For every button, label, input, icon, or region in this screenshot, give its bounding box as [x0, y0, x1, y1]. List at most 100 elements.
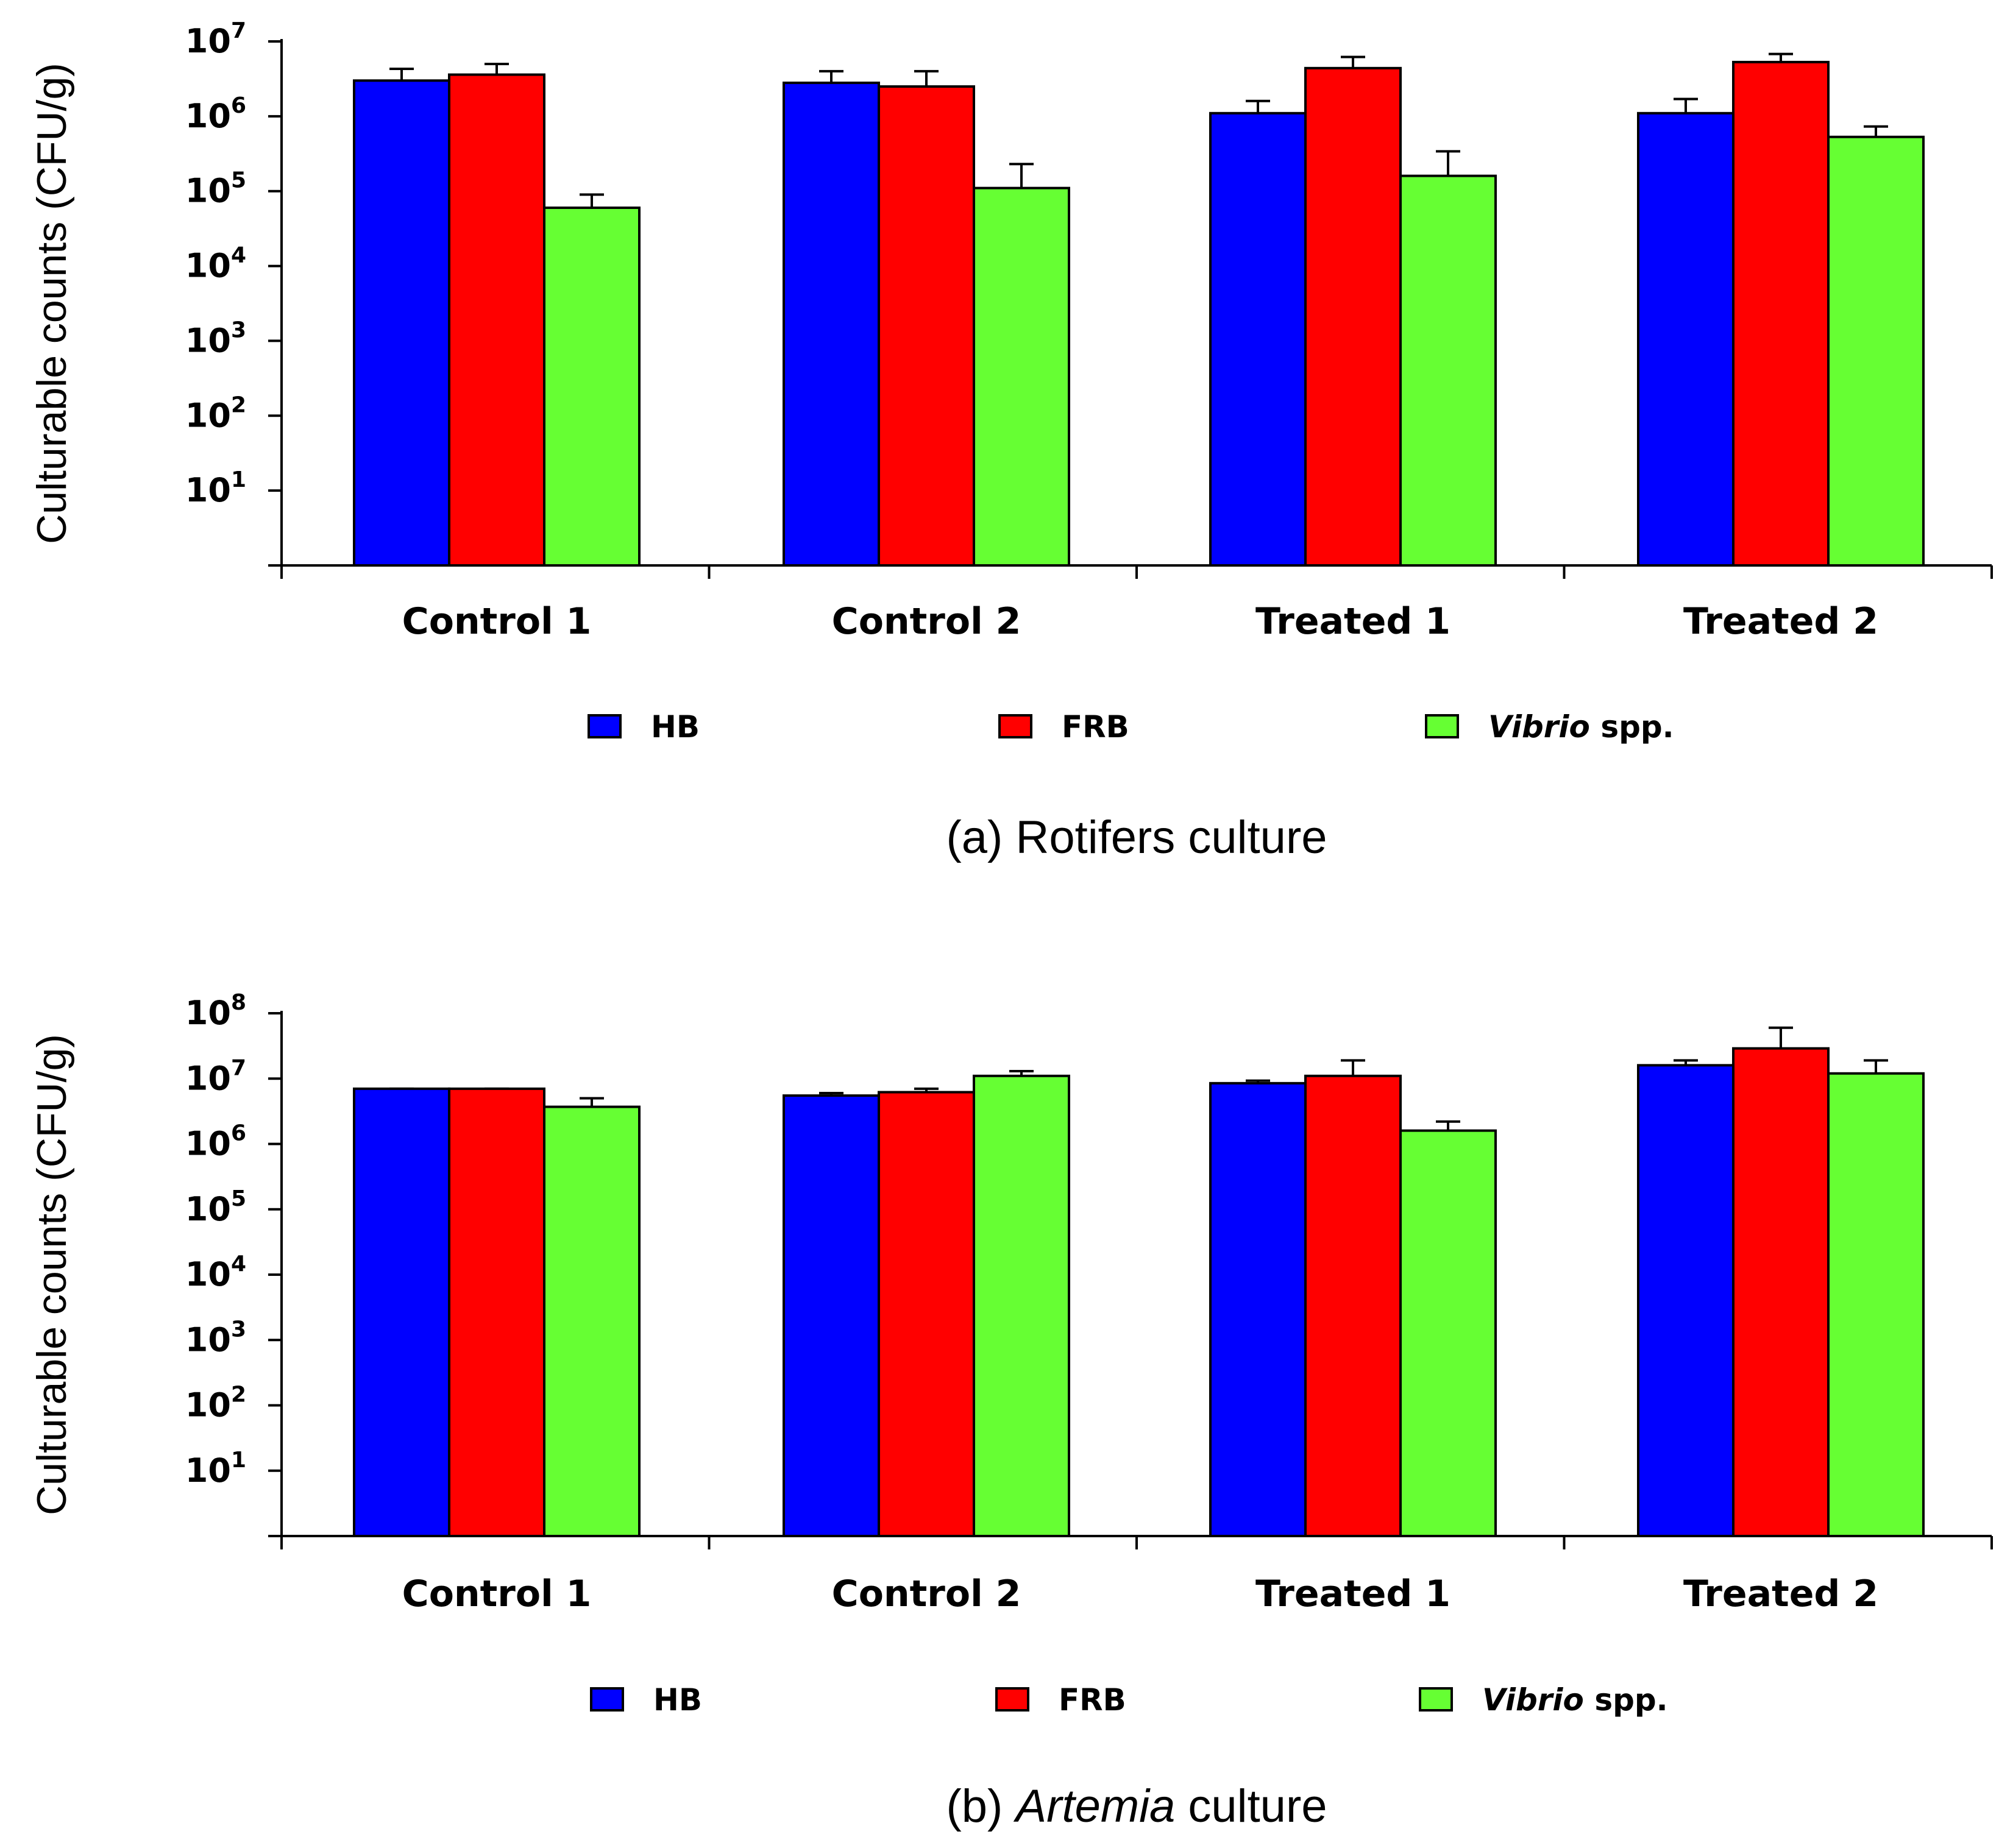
category-label: Control 2	[832, 1573, 1021, 1615]
y-axis-label: Culturable counts (CFU/g)	[29, 63, 75, 544]
y-tick-label: 102	[185, 1382, 246, 1425]
y-tick-label: 105	[185, 168, 246, 210]
y-tick-base: 10	[185, 247, 231, 285]
bar	[353, 79, 450, 567]
category-label: Treated 1	[1255, 1573, 1450, 1615]
bar	[1827, 1072, 1925, 1537]
y-tick-base: 10	[185, 97, 231, 135]
legend-label: Vibrio spp.	[1488, 709, 1674, 745]
bar	[878, 1091, 975, 1537]
bar	[1732, 60, 1830, 567]
y-tick-base: 10	[185, 1320, 231, 1359]
y-tick-exponent: 3	[231, 317, 246, 342]
bar	[1827, 135, 1925, 567]
bar	[1209, 1082, 1307, 1537]
legend-label-italic: Vibrio	[1488, 709, 1590, 745]
bar	[543, 206, 641, 567]
bar	[1209, 112, 1307, 567]
y-tick-base: 10	[185, 321, 231, 359]
y-tick-exponent: 4	[231, 243, 246, 268]
bar	[973, 1074, 1070, 1538]
y-tick-label: 103	[185, 317, 246, 359]
bar	[543, 1105, 641, 1538]
legend-swatch	[995, 1687, 1029, 1712]
y-tick-exponent: 3	[231, 1317, 246, 1342]
bar	[448, 73, 545, 567]
bar	[783, 81, 880, 567]
category-label: Control 1	[402, 1573, 592, 1615]
y-tick-label: 106	[185, 1121, 246, 1163]
caption-prefix: (b)	[946, 1780, 1015, 1832]
y-tick-exponent: 5	[231, 168, 246, 193]
y-tick-label: 104	[185, 243, 246, 285]
bar	[1637, 1064, 1734, 1537]
bar	[1399, 174, 1497, 567]
y-tick-exponent: 7	[231, 18, 246, 43]
y-tick-base: 10	[185, 994, 231, 1032]
legend-swatch	[1425, 714, 1459, 738]
y-tick-exponent: 7	[231, 1055, 246, 1080]
y-tick-base: 10	[185, 1386, 231, 1425]
legend-label: FRB	[1059, 1682, 1126, 1718]
y-tick-exponent: 2	[231, 1382, 246, 1407]
legend-swatch	[1419, 1687, 1453, 1712]
bar	[1304, 1074, 1402, 1538]
panel-caption: (a) Rotifers culture	[946, 812, 1327, 863]
category-label: Treated 2	[1683, 1573, 1878, 1615]
category-label: Control 1	[402, 600, 592, 643]
legend-label-text: HB	[651, 709, 700, 745]
y-tick-exponent: 5	[231, 1186, 246, 1211]
legend-label-text: spp.	[1590, 709, 1674, 745]
y-tick-label: 108	[185, 990, 246, 1032]
y-tick-label: 107	[185, 1055, 246, 1097]
legend-label: HB	[651, 709, 700, 745]
y-tick-label: 102	[185, 392, 246, 434]
legend-swatch	[588, 714, 622, 738]
category-label: Treated 2	[1683, 600, 1878, 643]
y-tick-base: 10	[185, 1451, 231, 1490]
bar	[1732, 1047, 1830, 1537]
y-tick-base: 10	[185, 172, 231, 210]
y-tick-label: 101	[185, 467, 246, 509]
y-tick-exponent: 2	[231, 392, 246, 417]
y-tick-base: 10	[185, 1125, 231, 1163]
legend-label-text: HB	[653, 1682, 702, 1718]
y-tick-exponent: 1	[231, 467, 246, 492]
y-tick-exponent: 4	[231, 1251, 246, 1276]
y-tick-label: 103	[185, 1317, 246, 1359]
legend-swatch	[998, 714, 1032, 738]
caption-suffix: culture	[1175, 1780, 1327, 1832]
bar	[448, 1087, 545, 1538]
y-tick-label: 101	[185, 1448, 246, 1490]
caption-italic: Artemia	[1013, 1780, 1175, 1832]
y-tick-base: 10	[185, 1190, 231, 1228]
bar	[878, 85, 975, 567]
panel-caption: (b) Artemia culture	[946, 1780, 1327, 1832]
category-label: Control 2	[832, 600, 1021, 643]
y-tick-exponent: 6	[231, 93, 246, 118]
legend-label: Vibrio spp.	[1482, 1682, 1668, 1718]
bar	[783, 1094, 880, 1537]
y-tick-exponent: 6	[231, 1121, 246, 1146]
bar	[1399, 1129, 1497, 1537]
y-tick-label: 105	[185, 1186, 246, 1228]
legend-label-italic: Vibrio	[1482, 1682, 1584, 1718]
legend-label-text: FRB	[1059, 1682, 1126, 1718]
legend-label: FRB	[1062, 709, 1129, 745]
category-label: Treated 1	[1255, 600, 1450, 643]
legend-label-text: FRB	[1062, 709, 1129, 745]
y-tick-base: 10	[185, 1059, 231, 1097]
y-tick-base: 10	[185, 471, 231, 509]
y-tick-exponent: 8	[231, 990, 246, 1015]
bar	[1637, 112, 1734, 567]
legend-label: HB	[653, 1682, 702, 1718]
y-tick-base: 10	[185, 1255, 231, 1294]
legend-label-text: spp.	[1584, 1682, 1668, 1718]
bar	[973, 186, 1070, 567]
y-tick-exponent: 1	[231, 1448, 246, 1473]
y-tick-base: 10	[185, 396, 231, 434]
y-axis-label: Culturable counts (CFU/g)	[29, 1034, 75, 1515]
